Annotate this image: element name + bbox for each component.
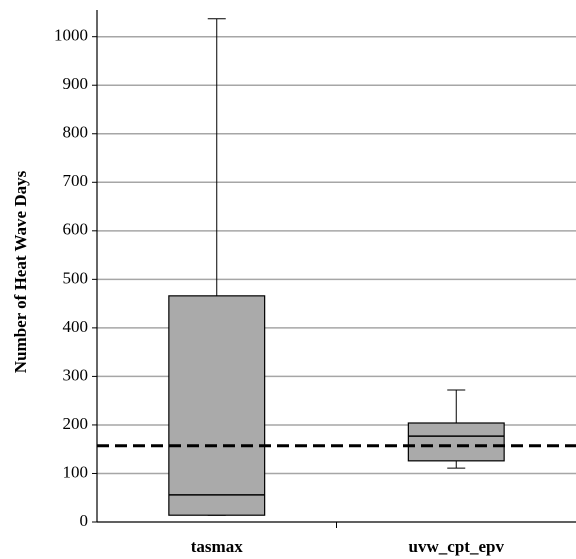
box <box>168 295 266 516</box>
y-tick-label: 300 <box>63 365 89 384</box>
x-tick-label: tasmax <box>191 537 243 556</box>
y-tick-label: 600 <box>63 220 89 239</box>
y-tick-label: 1000 <box>54 26 88 45</box>
y-tick-label: 400 <box>63 317 89 336</box>
y-tick-label: 0 <box>80 511 89 530</box>
x-tick-label: uvw_cpt_epv <box>409 537 505 556</box>
y-tick-label: 700 <box>63 171 89 190</box>
y-tick-label: 500 <box>63 268 89 287</box>
y-tick-label: 200 <box>63 414 89 433</box>
y-axis-label: Number of Heat Wave Days <box>11 170 30 373</box>
box <box>407 422 505 462</box>
y-tick-label: 100 <box>63 462 89 481</box>
y-tick-label: 900 <box>63 74 89 93</box>
y-tick-label: 800 <box>63 123 89 142</box>
